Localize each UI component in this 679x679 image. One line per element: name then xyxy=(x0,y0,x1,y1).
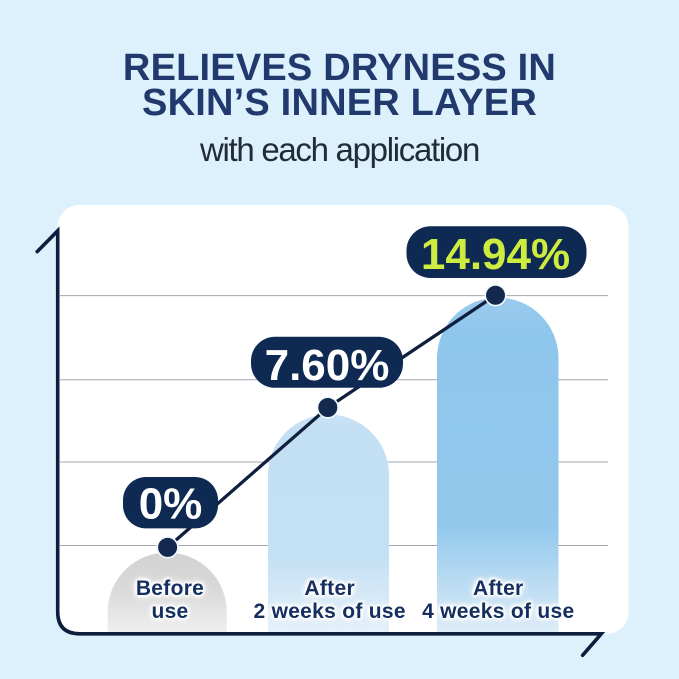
svg-text:14.94%: 14.94% xyxy=(421,230,570,279)
svg-text:7.60%: 7.60% xyxy=(265,341,390,390)
svg-text:0%: 0% xyxy=(139,480,203,529)
